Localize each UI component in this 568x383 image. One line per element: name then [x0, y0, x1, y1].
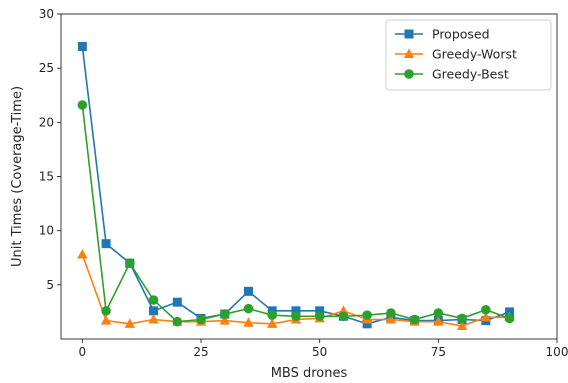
- data-point: [338, 311, 349, 322]
- legend-item: Greedy-Best: [395, 67, 509, 82]
- data-point: [480, 311, 492, 322]
- series-greedy-best: [77, 100, 515, 327]
- x-tick-label: 100: [546, 345, 568, 359]
- data-point: [172, 316, 183, 327]
- data-point: [386, 308, 396, 318]
- data-point: [385, 314, 397, 324]
- data-point: [267, 310, 278, 320]
- data-point: [77, 42, 87, 51]
- legend-label: Greedy-Best: [432, 67, 509, 82]
- y-tick-label: 30: [39, 7, 54, 21]
- data-point: [243, 317, 254, 327]
- data-point: [457, 313, 467, 324]
- data-point: [314, 311, 325, 322]
- series-layer: [77, 42, 515, 330]
- data-point: [77, 100, 88, 110]
- data-point: [148, 295, 159, 305]
- y-tick-label: 15: [39, 170, 54, 184]
- data-point: [149, 306, 159, 316]
- data-point: [101, 306, 111, 316]
- legend-marker: [403, 48, 415, 58]
- data-point: [362, 310, 372, 320]
- data-point: [125, 258, 135, 268]
- data-point: [77, 249, 88, 259]
- x-tick-label: 75: [431, 345, 446, 359]
- legend-marker: [404, 69, 414, 79]
- data-point: [101, 239, 111, 249]
- legend: Proposed Greedy-Worst Greedy-Best: [385, 19, 552, 91]
- x-tick-label: 0: [79, 345, 87, 359]
- x-tick-label: 50: [312, 345, 327, 359]
- legend-item: Greedy-Worst: [395, 47, 517, 62]
- data-point: [124, 318, 136, 328]
- data-point: [219, 309, 230, 319]
- data-point: [456, 320, 468, 330]
- series-line: [81, 104, 510, 323]
- data-point: [315, 306, 325, 316]
- data-point: [219, 315, 230, 325]
- data-point: [362, 319, 372, 329]
- legend-label: Proposed: [432, 27, 490, 42]
- data-point: [196, 314, 206, 325]
- data-point: [504, 313, 515, 324]
- data-point: [481, 304, 491, 315]
- data-point: [267, 318, 278, 328]
- legend-marker: [404, 29, 414, 39]
- legend-item: Proposed: [395, 27, 490, 42]
- data-point: [409, 314, 420, 325]
- legend-label: Greedy-Worst: [432, 47, 517, 62]
- data-point: [433, 316, 444, 326]
- data-point: [291, 311, 301, 322]
- y-tick-label: 10: [39, 224, 54, 238]
- y-tick-label: 25: [39, 61, 54, 75]
- data-point: [291, 306, 301, 316]
- legend-box: [385, 19, 552, 91]
- x-axis-label: MBS drones: [271, 366, 348, 381]
- y-tick-label: 5: [46, 278, 54, 292]
- y-axis-label: Unit Times (Coverage-Time): [10, 86, 25, 267]
- data-point: [100, 315, 112, 325]
- data-point: [148, 314, 159, 324]
- data-point: [433, 308, 444, 318]
- data-point: [243, 286, 253, 296]
- y-tick-label: 20: [39, 115, 54, 129]
- data-point: [243, 303, 254, 314]
- ticks-layer: 0 25 50 75 100 5 10 15 20 25 30: [39, 7, 568, 359]
- x-tick-label: 25: [193, 345, 208, 359]
- data-point: [172, 297, 182, 307]
